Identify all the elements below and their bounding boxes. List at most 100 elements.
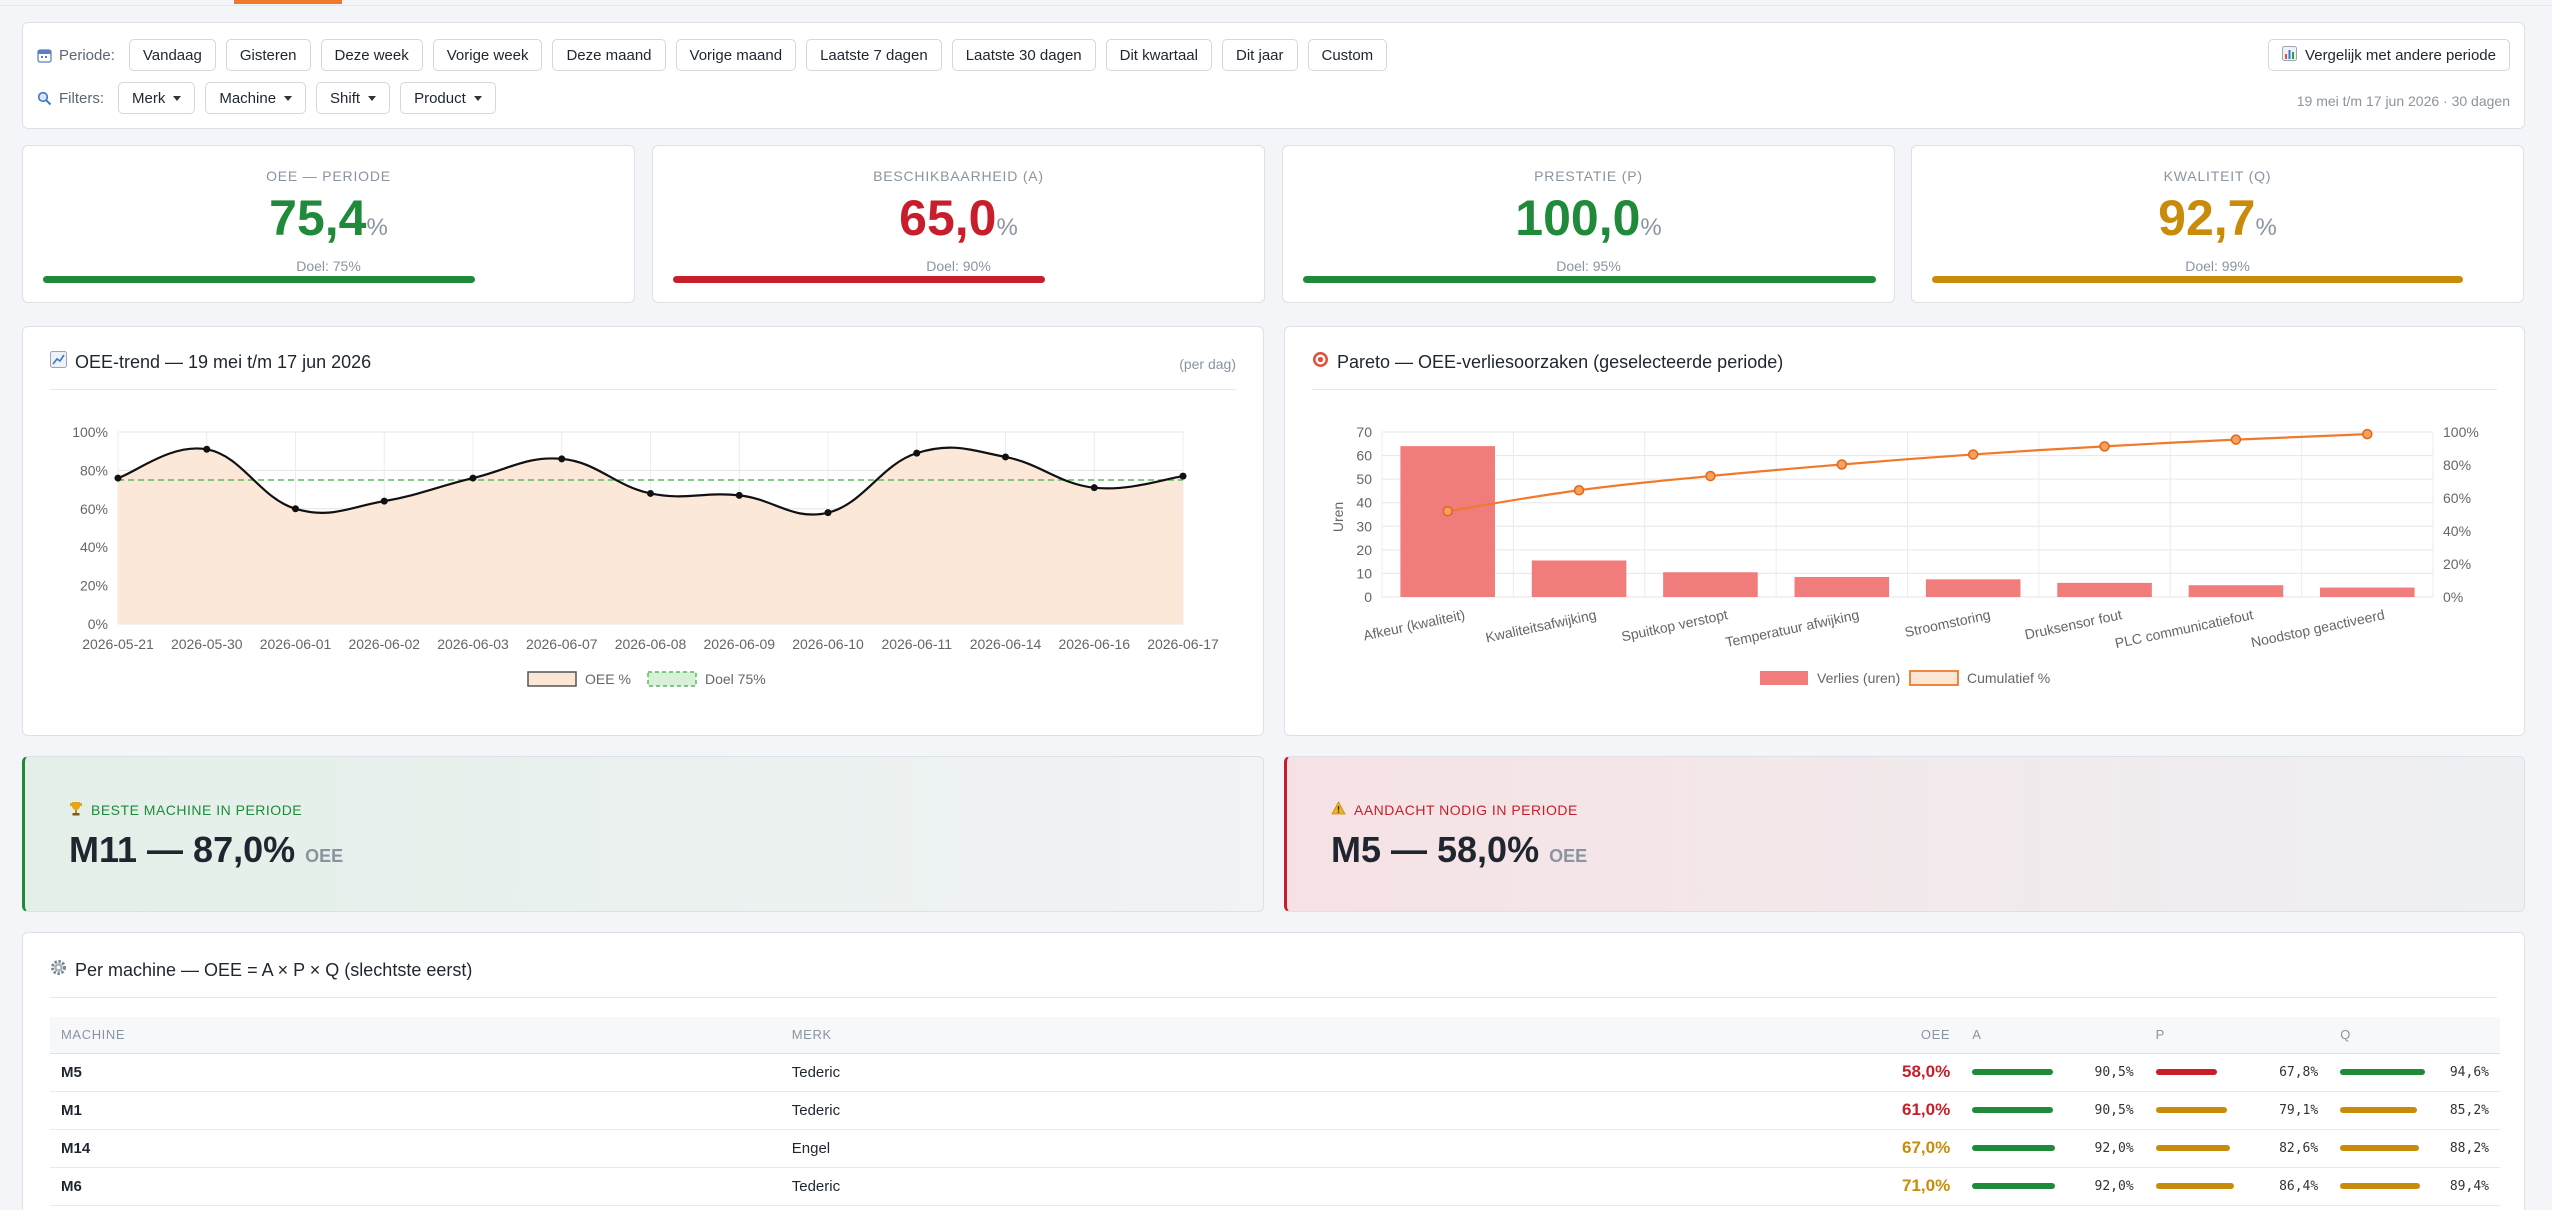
trend-chart: 0% 20% 40% 60% 80% 100% 2026-05-21 2026-05-30 20… [72, 424, 1219, 687]
period-button-9[interactable]: Dit jaar [1221, 39, 1298, 71]
period-button-3[interactable]: Vorige week [432, 39, 543, 71]
x-tick-label: Afkeur (kwaliteit) [1362, 606, 1467, 643]
metric-cell: 94,6% [2340, 1065, 2489, 1080]
cell-machine: M5 [50, 1053, 781, 1092]
best-machine-label-text: BESTE MACHINE IN PERIODE [91, 802, 303, 818]
y2-tick-label: 80% [2443, 457, 2471, 473]
cell-merk: Tederic [780, 1091, 1842, 1130]
table-row[interactable]: M1 Tederic 61,0% 90,5% 79,1% 85,2% [50, 1091, 2500, 1130]
period-button-10[interactable]: Custom [1307, 39, 1388, 71]
x-tick-label: 2026-06-17 [1147, 636, 1219, 652]
period-button-4[interactable]: Deze maand [552, 39, 666, 71]
col-header-machine[interactable]: MACHINE [50, 1017, 781, 1054]
cumulative-line [1447, 433, 2368, 513]
search-icon [37, 91, 52, 106]
y-tick-label: 40 [1356, 495, 1372, 511]
x-tick-label: 2026-06-02 [348, 636, 420, 652]
pareto-bar [2188, 585, 2284, 597]
filter-dropdown-label: Merk [132, 89, 166, 107]
period-button-0[interactable]: Vandaag [128, 39, 216, 71]
y-tick-label: 0 [1364, 589, 1372, 605]
filters-label-text: Filters: [59, 89, 104, 107]
trend-chart-title: OEE-trend — 19 mei t/m 17 jun 2026 [50, 351, 371, 373]
cell-q: 85,2% [2329, 1091, 2500, 1130]
x-tick-label: 2026-06-03 [437, 636, 509, 652]
oee-point [1179, 472, 1187, 480]
table-row[interactable]: M14 Engel 67,0% 92,0% 82,6% 88,2% [50, 1129, 2500, 1168]
kpi-goal: Doel: 95% [1556, 258, 1621, 274]
kpi-progress-bar [1303, 276, 1876, 283]
y2-tick-label: 60% [2443, 490, 2471, 506]
metric-cell: 92,0% [1972, 1179, 2134, 1194]
period-button-7[interactable]: Laatste 30 dagen [951, 39, 1096, 71]
y2-tick-label: 100% [2443, 424, 2479, 440]
filter-dropdown-merk[interactable]: Merk [118, 82, 196, 114]
worst-machine-value: M5 — 58,0% OEE [1331, 829, 1587, 871]
y2-tick-label: 40% [2443, 523, 2471, 539]
pareto-chart-title-text: Pareto — OEE-verliesoorzaken (geselectee… [1337, 351, 1784, 372]
oee-point [1002, 453, 1009, 461]
x-tick-label: 2026-06-09 [703, 636, 775, 652]
metric-bar [1972, 1107, 2054, 1113]
chevron-down-icon [368, 95, 377, 101]
cell-oee: 58,0% [1841, 1053, 1962, 1092]
y-tick-label: 40% [80, 539, 108, 555]
col-header-merk[interactable]: MERK [780, 1017, 1842, 1054]
kpi-title: PRESTATIE (P) [1534, 168, 1643, 184]
y-tick-label: 50 [1356, 471, 1372, 487]
period-button-5[interactable]: Vorige maand [675, 39, 797, 71]
filter-dropdown-shift[interactable]: Shift [316, 82, 391, 114]
divider [50, 997, 2497, 998]
filter-dropdown-label: Product [414, 89, 466, 107]
metric-bar [2340, 1107, 2418, 1113]
kpi-progress-bar [43, 276, 475, 283]
y-tick-label: 0% [88, 616, 108, 632]
trend-chart-card: OEE-trend — 19 mei t/m 17 jun 2026 (per … [22, 326, 1264, 736]
col-header-oee[interactable]: OEE [1841, 1017, 1962, 1054]
metric-value: 94,6% [2449, 1064, 2489, 1080]
x-tick-label: 2026-06-11 [881, 636, 952, 652]
pareto-bar [2057, 582, 2152, 597]
oee-point [114, 474, 122, 482]
col-header-q[interactable]: Q [2329, 1017, 2500, 1054]
cell-p: 67,8% [2144, 1053, 2330, 1092]
col-header-a[interactable]: A [1961, 1017, 2145, 1054]
kpi-title: KWALITEIT (Q) [2163, 168, 2272, 184]
metric-value: 86,4% [2279, 1178, 2319, 1194]
cell-merk: Tederic [780, 1167, 1842, 1206]
metric-cell: 90,5% [1972, 1103, 2134, 1118]
kpi-card-availability: BESCHIKBAARHEID (A) 65,0% Doel: 90% [652, 145, 1265, 303]
y-tick-label: 80% [80, 462, 108, 478]
period-button-1[interactable]: Gisteren [225, 39, 311, 71]
metric-cell: 85,2% [2340, 1103, 2489, 1118]
best-machine-value-text: M11 — 87,0% [69, 829, 296, 870]
cell-oee: 71,0% [1841, 1167, 1962, 1206]
x-tick-label: 2026-06-10 [792, 636, 864, 652]
period-button-8[interactable]: Dit kwartaal [1105, 39, 1212, 71]
cell-p: 79,1% [2144, 1091, 2330, 1130]
cell-oee: 67,0% [1841, 1129, 1962, 1168]
period-button-2[interactable]: Deze week [320, 39, 423, 71]
filter-row: Filters: Merk Machine Shift Product [37, 82, 496, 114]
best-machine-label: BESTE MACHINE IN PERIODE [69, 801, 302, 819]
cumulative-point [2230, 434, 2242, 445]
period-button-6[interactable]: Laatste 7 dagen [806, 39, 942, 71]
filters-label: Filters: [37, 90, 104, 107]
target-icon [1312, 351, 1329, 373]
col-header-p[interactable]: P [2144, 1017, 2330, 1054]
metric-value: 88,2% [2449, 1140, 2489, 1156]
x-tick-label: 2026-05-30 [171, 636, 243, 652]
machine-table-title: Per machine — OEE = A × P × Q (slechtste… [50, 959, 472, 981]
cell-a: 90,5% [1961, 1091, 2145, 1130]
y-tick-label: 60% [80, 501, 108, 517]
kpi-goal: Doel: 90% [926, 258, 991, 274]
filter-dropdown-machine[interactable]: Machine [205, 82, 307, 114]
pareto-bar [1663, 572, 1758, 597]
filter-dropdown-product[interactable]: Product [400, 82, 496, 114]
table-row[interactable]: M6 Tederic 71,0% 92,0% 86,4% 89,4% [50, 1167, 2500, 1206]
oee-area [118, 447, 1183, 624]
metric-cell: 82,6% [2155, 1141, 2318, 1156]
table-row[interactable]: M5 Tederic 58,0% 90,5% 67,8% 94,6% [50, 1053, 2500, 1092]
compare-period-button[interactable]: Vergelijk met andere periode [2268, 39, 2510, 71]
best-machine-unit: OEE [305, 846, 344, 866]
